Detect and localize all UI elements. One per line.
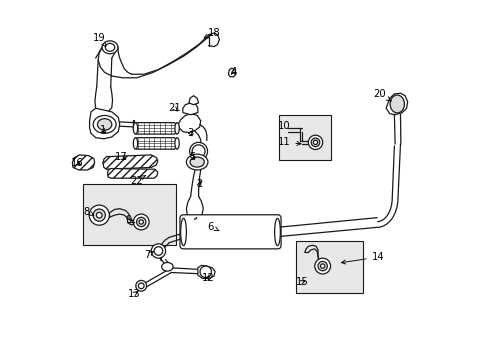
Ellipse shape	[138, 283, 144, 289]
Ellipse shape	[200, 266, 211, 278]
Text: 22: 22	[129, 176, 145, 186]
Polygon shape	[183, 103, 198, 115]
Polygon shape	[134, 138, 177, 149]
Ellipse shape	[133, 123, 137, 134]
Text: 1: 1	[100, 125, 106, 135]
Polygon shape	[228, 68, 235, 77]
Ellipse shape	[154, 247, 163, 255]
Text: 10: 10	[277, 121, 290, 131]
Ellipse shape	[175, 123, 179, 134]
Ellipse shape	[93, 116, 116, 134]
Ellipse shape	[96, 212, 102, 218]
Polygon shape	[198, 265, 215, 279]
Ellipse shape	[190, 157, 204, 167]
Ellipse shape	[192, 145, 204, 158]
Polygon shape	[72, 155, 94, 170]
Polygon shape	[89, 108, 120, 139]
Ellipse shape	[310, 138, 319, 147]
Ellipse shape	[105, 43, 115, 51]
Ellipse shape	[136, 280, 146, 291]
Polygon shape	[178, 114, 201, 133]
Text: 16: 16	[70, 158, 83, 168]
Text: 20: 20	[373, 89, 391, 101]
Ellipse shape	[151, 244, 165, 258]
Text: 3: 3	[187, 129, 193, 138]
Text: 7: 7	[144, 250, 153, 260]
Ellipse shape	[175, 138, 179, 149]
Ellipse shape	[139, 220, 143, 224]
Ellipse shape	[162, 262, 173, 271]
Text: 14: 14	[341, 252, 384, 264]
Polygon shape	[102, 155, 158, 169]
Text: 4: 4	[230, 67, 236, 77]
Text: 5: 5	[189, 152, 195, 162]
Ellipse shape	[97, 119, 112, 130]
Ellipse shape	[189, 142, 207, 160]
Ellipse shape	[102, 41, 118, 54]
Ellipse shape	[89, 205, 109, 225]
Ellipse shape	[313, 140, 317, 144]
Polygon shape	[107, 168, 158, 178]
Text: 6: 6	[207, 222, 219, 231]
Ellipse shape	[133, 138, 137, 149]
Text: 18: 18	[203, 28, 220, 38]
Ellipse shape	[186, 154, 207, 170]
Polygon shape	[134, 123, 177, 134]
Ellipse shape	[180, 219, 186, 246]
Text: 17: 17	[114, 152, 127, 162]
FancyBboxPatch shape	[180, 215, 281, 249]
Text: 2: 2	[196, 179, 203, 189]
Ellipse shape	[274, 219, 280, 246]
Ellipse shape	[133, 214, 149, 230]
Ellipse shape	[93, 209, 105, 221]
Text: 11: 11	[277, 138, 300, 147]
Ellipse shape	[136, 217, 145, 226]
Ellipse shape	[317, 261, 326, 271]
Text: 15: 15	[295, 277, 307, 287]
Ellipse shape	[308, 135, 322, 149]
Text: 19: 19	[93, 33, 105, 46]
Text: 13: 13	[127, 289, 140, 299]
Bar	[278, 116, 330, 160]
Text: 9: 9	[125, 215, 135, 225]
Bar	[296, 241, 362, 293]
Polygon shape	[188, 96, 198, 105]
Ellipse shape	[320, 264, 324, 268]
Text: 8: 8	[83, 207, 94, 217]
Text: 12: 12	[201, 273, 214, 283]
Text: 21: 21	[168, 103, 181, 113]
Ellipse shape	[314, 258, 330, 274]
Bar	[83, 184, 176, 244]
Polygon shape	[386, 93, 407, 115]
Ellipse shape	[389, 95, 404, 113]
